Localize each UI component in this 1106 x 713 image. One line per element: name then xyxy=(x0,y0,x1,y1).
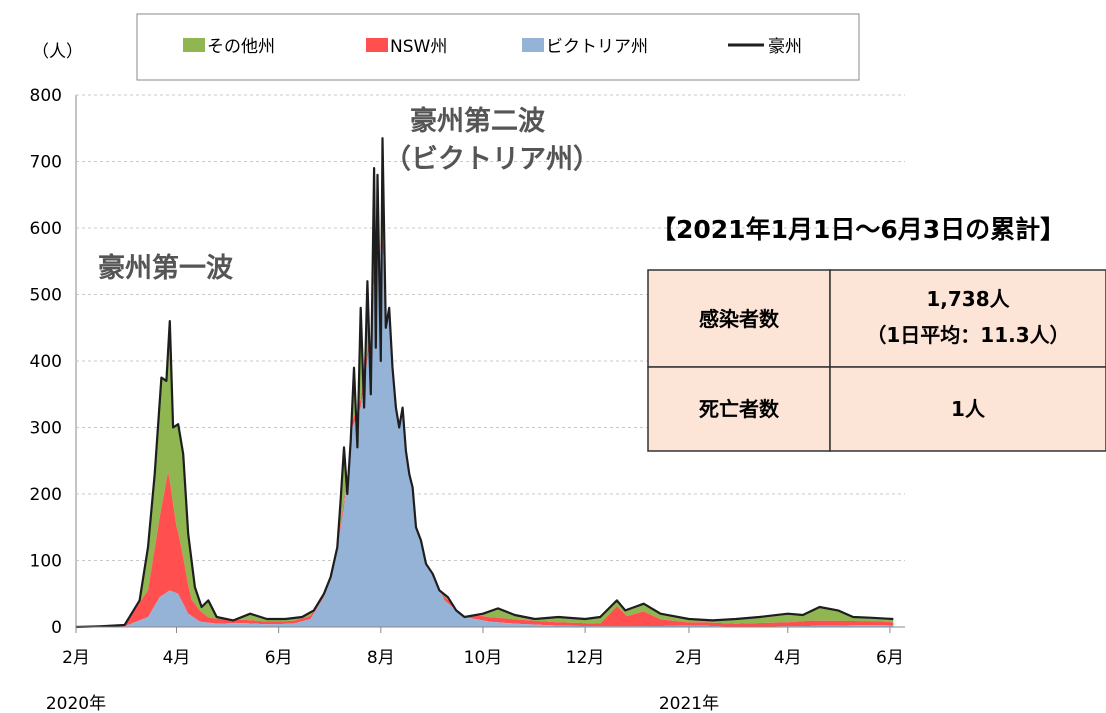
y-tick-label: 100 xyxy=(30,552,62,572)
summary-row1-value-line1: 1,738人 xyxy=(926,287,1010,311)
y-tick-label: 600 xyxy=(30,219,62,239)
summary-row1-label: 感染者数 xyxy=(699,307,780,331)
x-tick-label: 10月 xyxy=(464,648,503,668)
y-tick-label: 400 xyxy=(30,352,62,372)
x-tick-label: 12月 xyxy=(566,648,605,668)
year-label: 2021年 xyxy=(659,694,719,713)
summary-row2-value: 1人 xyxy=(951,397,986,421)
legend-label-total: 豪州 xyxy=(768,36,802,57)
x-tick-label: 6月 xyxy=(876,648,904,668)
legend-swatch-other xyxy=(183,38,205,52)
legend-label-nsw: NSW州 xyxy=(390,37,447,57)
summary-row1-value-line2: （1日平均：11.3人） xyxy=(866,323,1069,347)
wave2-annotation-line2: （ビクトリア州） xyxy=(384,144,600,175)
legend-frame xyxy=(136,13,860,81)
summary-row2-value-cell xyxy=(829,366,1106,452)
year-label: 2020年 xyxy=(46,694,106,713)
area-nsw xyxy=(76,227,894,627)
x-tick-label: 4月 xyxy=(163,648,191,668)
x-tick-label: 6月 xyxy=(265,648,293,668)
wave1-annotation: 豪州第一波 xyxy=(98,252,234,284)
summary-table: 感染者数 1,738人 （1日平均：11.3人） 死亡者数 1人 xyxy=(647,269,1106,452)
legend-label-other: その他州 xyxy=(207,37,275,57)
y-tick-label: 500 xyxy=(30,286,62,306)
year-labels: 2020年 2021年 xyxy=(46,694,719,713)
summary-row1-value-cell xyxy=(829,269,1106,368)
legend-label-vic: ビクトリア州 xyxy=(546,37,648,57)
legend-swatch-vic xyxy=(522,38,544,52)
y-axis-ticks: 0 100 200 300 400 500 600 700 800 xyxy=(30,86,62,638)
y-tick-label: 200 xyxy=(30,485,62,505)
y-tick-label: 300 xyxy=(30,419,62,439)
x-axis-ticks: 2月 4月 6月 8月 10月 12月 2月 4月 6月 xyxy=(62,627,904,668)
y-tick-label: 0 xyxy=(51,618,62,638)
stacked-areas xyxy=(76,138,894,627)
y-axis-unit-label: （人） xyxy=(32,42,83,62)
x-tick-label: 2月 xyxy=(62,648,90,668)
summary-row1-label-cell xyxy=(647,269,831,368)
x-tick-label: 2月 xyxy=(675,648,703,668)
summary-row2-label: 死亡者数 xyxy=(699,397,780,421)
legend-swatch-nsw xyxy=(366,38,388,52)
y-tick-label: 800 xyxy=(30,86,62,106)
line-australia-total xyxy=(75,137,894,629)
y-tick-label: 700 xyxy=(30,153,62,173)
total-line xyxy=(75,137,894,629)
summary-title: 【2021年1月1日～6月3日の累計】 xyxy=(651,215,1065,244)
x-tick-label: 8月 xyxy=(367,648,395,668)
wave2-annotation-line1: 豪州第二波 xyxy=(410,105,546,137)
legend: その他州 NSW州 ビクトリア州 豪州 xyxy=(136,13,860,81)
x-tick-label: 4月 xyxy=(774,648,802,668)
